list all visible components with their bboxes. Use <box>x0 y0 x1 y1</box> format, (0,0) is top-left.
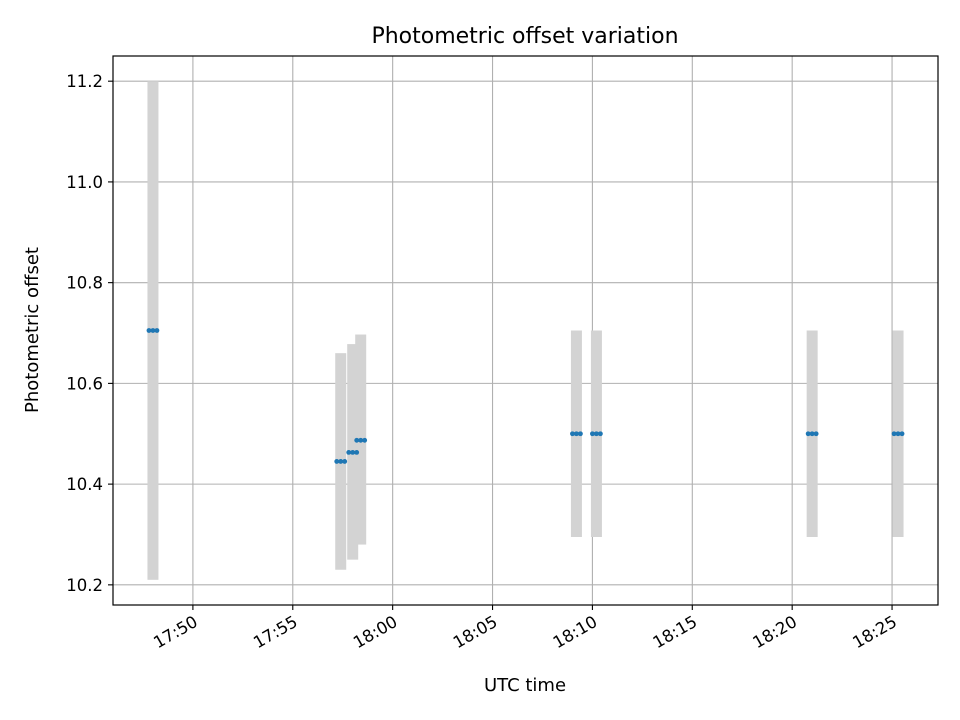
data-point-marker <box>146 328 152 333</box>
data-point-marker <box>809 431 815 437</box>
data-point-marker <box>590 431 595 437</box>
data-point-marker <box>570 431 575 437</box>
y-axis-ticks: 10.2 10.4 10.6 10.8 11.0 11.2 <box>66 72 113 595</box>
data-point-marker <box>354 437 360 443</box>
chart-title: Photometric offset variation <box>371 24 678 49</box>
data-point-marker <box>891 431 897 437</box>
plot-frame <box>112 55 939 606</box>
data-point-marker <box>342 459 348 464</box>
data-point-marker <box>150 328 156 333</box>
y-tick-label: 10.4 <box>66 475 103 494</box>
data-point-marker <box>338 459 344 464</box>
data-point-marker <box>350 449 356 455</box>
data-points <box>146 328 905 464</box>
data-point-marker <box>354 449 360 455</box>
grid <box>113 56 938 605</box>
data-point-marker <box>578 431 583 437</box>
data-point-marker <box>334 459 340 464</box>
y-axis-label: Photometric offset <box>22 247 43 413</box>
y-tick-label: 10.8 <box>66 274 103 293</box>
y-tick-label: 11.2 <box>66 72 103 91</box>
data-point-marker <box>598 431 603 437</box>
data-point-marker <box>574 431 579 437</box>
y-tick-label: 10.6 <box>66 374 103 393</box>
x-axis-label: UTC time <box>484 675 566 696</box>
data-point-marker <box>813 431 819 437</box>
data-point-marker <box>346 449 352 455</box>
data-point-marker <box>594 431 599 437</box>
data-point-marker <box>895 431 901 437</box>
data-point-marker <box>358 437 364 443</box>
data-point-marker <box>362 437 368 443</box>
data-point-marker <box>154 328 160 333</box>
y-tick-label: 11.0 <box>66 173 103 192</box>
y-tick-label: 10.2 <box>66 576 103 595</box>
data-point-marker <box>899 431 905 437</box>
data-point-marker <box>805 431 811 437</box>
